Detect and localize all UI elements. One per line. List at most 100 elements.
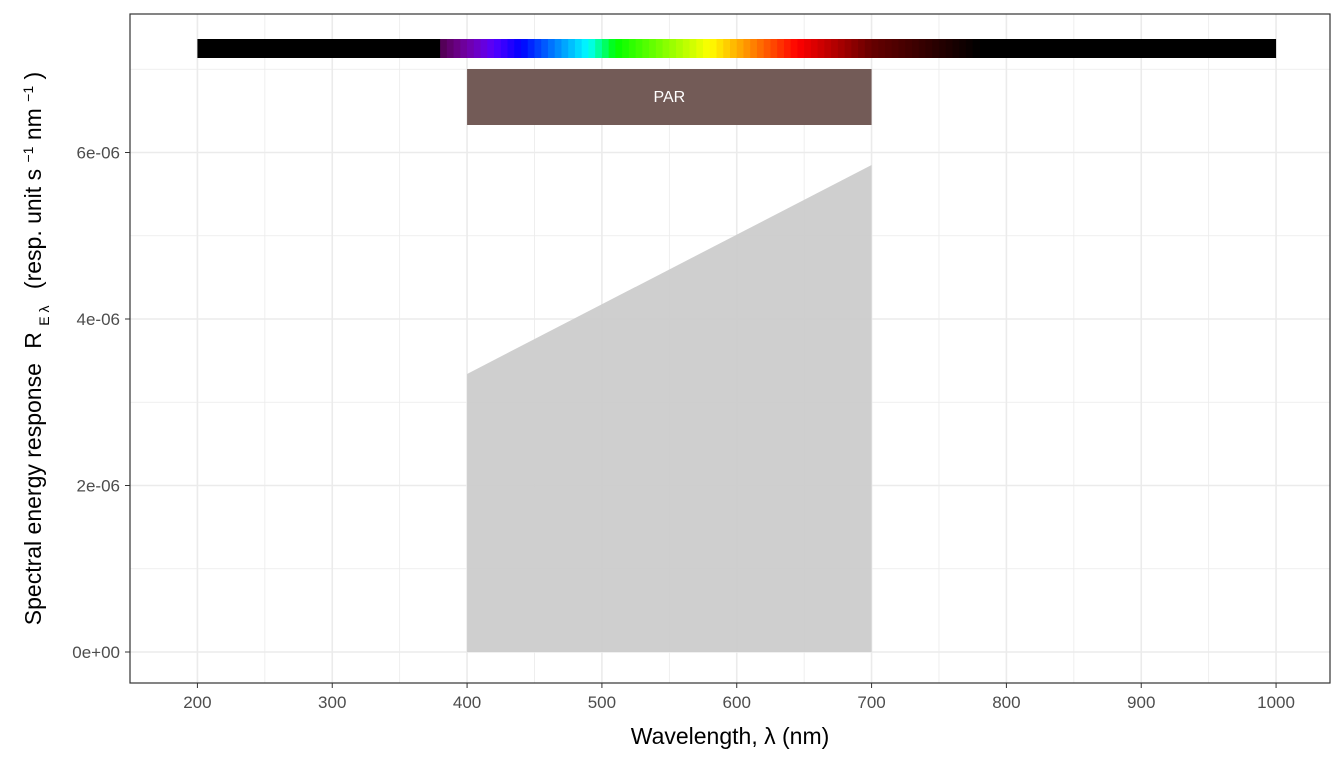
x-tick-label: 400 xyxy=(453,693,481,712)
spectrum-segment xyxy=(480,39,488,58)
spectrum-segment xyxy=(676,39,684,58)
spectrum-segment xyxy=(601,39,610,58)
spectrum-segment xyxy=(763,39,772,58)
spectrum-segment xyxy=(844,39,852,58)
spectrum-segment xyxy=(494,39,502,58)
y-axis-title-unit-prefix: (resp. unit s xyxy=(20,169,46,289)
spectrum-segment xyxy=(696,39,704,58)
spectrum-segment xyxy=(669,39,677,58)
spectrum-segment xyxy=(628,39,637,58)
x-tick-label: 600 xyxy=(723,693,751,712)
spectrum-segment xyxy=(642,39,650,58)
spectrum-segment xyxy=(831,39,839,58)
spectrum-segment xyxy=(878,39,886,58)
spectrum-segment xyxy=(595,39,603,58)
axes: 200 300 400 500 600 700 800 900 1000 0e+00 2e-06 4e… xyxy=(72,144,1295,713)
spectrum-segment xyxy=(912,39,920,58)
spectrum-segment xyxy=(885,39,893,58)
spectrum-segment xyxy=(487,39,495,58)
spectrum-segment xyxy=(561,39,569,58)
spectrum-segment xyxy=(959,39,967,58)
spectrum-segment xyxy=(918,39,927,58)
spectrum-segment xyxy=(804,39,812,58)
spectrum-segment xyxy=(689,39,697,58)
spectrum-segment xyxy=(817,39,825,58)
spectrum-segment xyxy=(574,39,583,58)
spectrum-segment xyxy=(460,39,468,58)
spectrum-segment xyxy=(716,39,724,58)
spectrum-segment xyxy=(588,39,596,58)
spectrum-segment xyxy=(547,39,556,58)
spectrum-segment xyxy=(723,39,731,58)
panel-border xyxy=(129,13,1331,684)
par-band-rect xyxy=(467,69,872,125)
spectrum-segment xyxy=(750,39,758,58)
x-tick-label: 200 xyxy=(183,693,211,712)
spectrum-segment xyxy=(554,39,563,58)
spectrum-segment xyxy=(851,39,859,58)
spectrum-segment xyxy=(824,39,832,58)
spectrum-segment xyxy=(810,39,819,58)
spectrum-segment xyxy=(615,39,623,58)
spectrum-segment xyxy=(440,39,448,58)
grid-lines xyxy=(129,14,1330,683)
y-axis-title-symbol: R xyxy=(20,332,46,349)
y-axis-title-subscript: E λ xyxy=(36,305,52,325)
y-axis-title-unit-exp2: −1 xyxy=(20,86,36,102)
spectrum-segment xyxy=(446,39,455,58)
spectrum-segment xyxy=(945,39,954,58)
spectrum-segment xyxy=(952,39,960,58)
spectrum-segment xyxy=(790,39,799,58)
spectrum-segment xyxy=(756,39,765,58)
y-axis-title-unit-suffix: ) xyxy=(20,72,46,80)
spectrum-segment xyxy=(568,39,576,58)
response-area-series-0 xyxy=(467,164,872,653)
spectrum-segment xyxy=(521,39,529,58)
spectrum-segment xyxy=(635,39,643,58)
spectrum-segment xyxy=(932,39,940,58)
x-axis-title: Wavelength, λ (nm) xyxy=(631,723,830,749)
spectrum-segment xyxy=(453,39,461,58)
spectrum-segment xyxy=(581,39,590,58)
x-tick-label: 900 xyxy=(1127,693,1155,712)
y-axis-title: Spectral energy response R E λ (resp. un… xyxy=(20,72,52,625)
spectrum-segment xyxy=(938,39,947,58)
spectrum-segment xyxy=(682,39,691,58)
spectrum-segment xyxy=(662,39,670,58)
spectrum-segment xyxy=(709,39,718,58)
x-tick-label: 1000 xyxy=(1257,693,1295,712)
spectrum-segment xyxy=(500,39,509,58)
x-tick-label: 500 xyxy=(588,693,616,712)
spectrum-segment xyxy=(858,39,866,58)
y-tick-label: 0e+00 xyxy=(72,643,120,662)
spectrum-segment xyxy=(770,39,778,58)
y-tick-label: 2e-06 xyxy=(77,477,120,496)
spectrum-segment xyxy=(965,39,974,58)
spectrum-segment xyxy=(972,39,981,58)
spectrum-segment xyxy=(608,39,616,58)
par-band-label: PAR xyxy=(653,89,685,106)
spectrum-segment xyxy=(507,39,515,58)
spectrum-segment xyxy=(864,39,873,58)
spectrum-segment xyxy=(622,39,630,58)
spectrum-segment xyxy=(905,39,913,58)
spectrum-segment xyxy=(649,39,657,58)
spectrum-segment xyxy=(891,39,900,58)
spectrum-segment xyxy=(925,39,933,58)
spectrum-segment xyxy=(736,39,745,58)
y-axis-title-unit-exp1: −1 xyxy=(20,146,36,162)
spectrum-segment xyxy=(783,39,792,58)
spectrum-segment xyxy=(743,39,751,58)
spectrum-segment xyxy=(703,39,711,58)
spectrum-segment xyxy=(871,39,879,58)
spectrum-segment xyxy=(797,39,805,58)
spectrum-segment xyxy=(527,39,536,58)
spectrum-segment xyxy=(514,39,522,58)
spectrum-segment xyxy=(730,39,738,58)
spectrum-segment xyxy=(837,39,846,58)
data-area xyxy=(467,164,872,653)
y-tick-label: 6e-06 xyxy=(77,144,120,163)
spectrum-segment xyxy=(898,39,906,58)
y-axis-title-main: Spectral energy response xyxy=(20,363,46,625)
